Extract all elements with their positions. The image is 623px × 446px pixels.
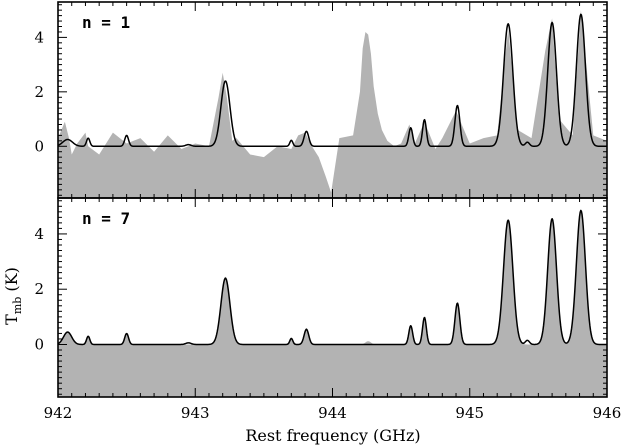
y-axis-label: Tmb (K) bbox=[2, 267, 24, 325]
panel-top: 0 2 4 n = 1 bbox=[34, 1, 608, 199]
panel-bottom: 0 2 4 n = 7 bbox=[34, 197, 608, 398]
y-axis-label-unit: (K) bbox=[2, 267, 21, 297]
x-tick-label: 943 bbox=[181, 404, 210, 422]
model-spectrum-line bbox=[58, 13, 607, 148]
y-tick-label: 4 bbox=[34, 225, 44, 243]
x-tick-label: 945 bbox=[455, 404, 484, 422]
plot-area bbox=[58, 10, 607, 198]
x-tick-label: 946 bbox=[593, 404, 622, 422]
x-axis-label: Rest frequency (GHz) bbox=[245, 426, 420, 445]
y-tick-label: 2 bbox=[34, 83, 44, 101]
x-tick-labels: 942 943 944 945 946 bbox=[44, 404, 622, 422]
y-tick-label: 4 bbox=[34, 28, 44, 46]
observed-spectrum-area bbox=[58, 209, 607, 397]
model-spectrum-line bbox=[58, 209, 607, 346]
observed-spectrum-area bbox=[58, 10, 607, 198]
plot-area bbox=[58, 209, 607, 397]
y-axis-label-main: T bbox=[2, 314, 21, 325]
x-tick-label: 942 bbox=[44, 404, 73, 422]
y-axis-label-subscript: mb bbox=[11, 297, 24, 314]
y-tick-label: 0 bbox=[34, 137, 44, 155]
panel-label: n = 7 bbox=[82, 209, 130, 228]
y-tick-label: 0 bbox=[34, 335, 44, 353]
panel-label: n = 1 bbox=[82, 13, 130, 32]
y-tick-label: 2 bbox=[34, 280, 44, 298]
x-tick-label: 944 bbox=[318, 404, 347, 422]
